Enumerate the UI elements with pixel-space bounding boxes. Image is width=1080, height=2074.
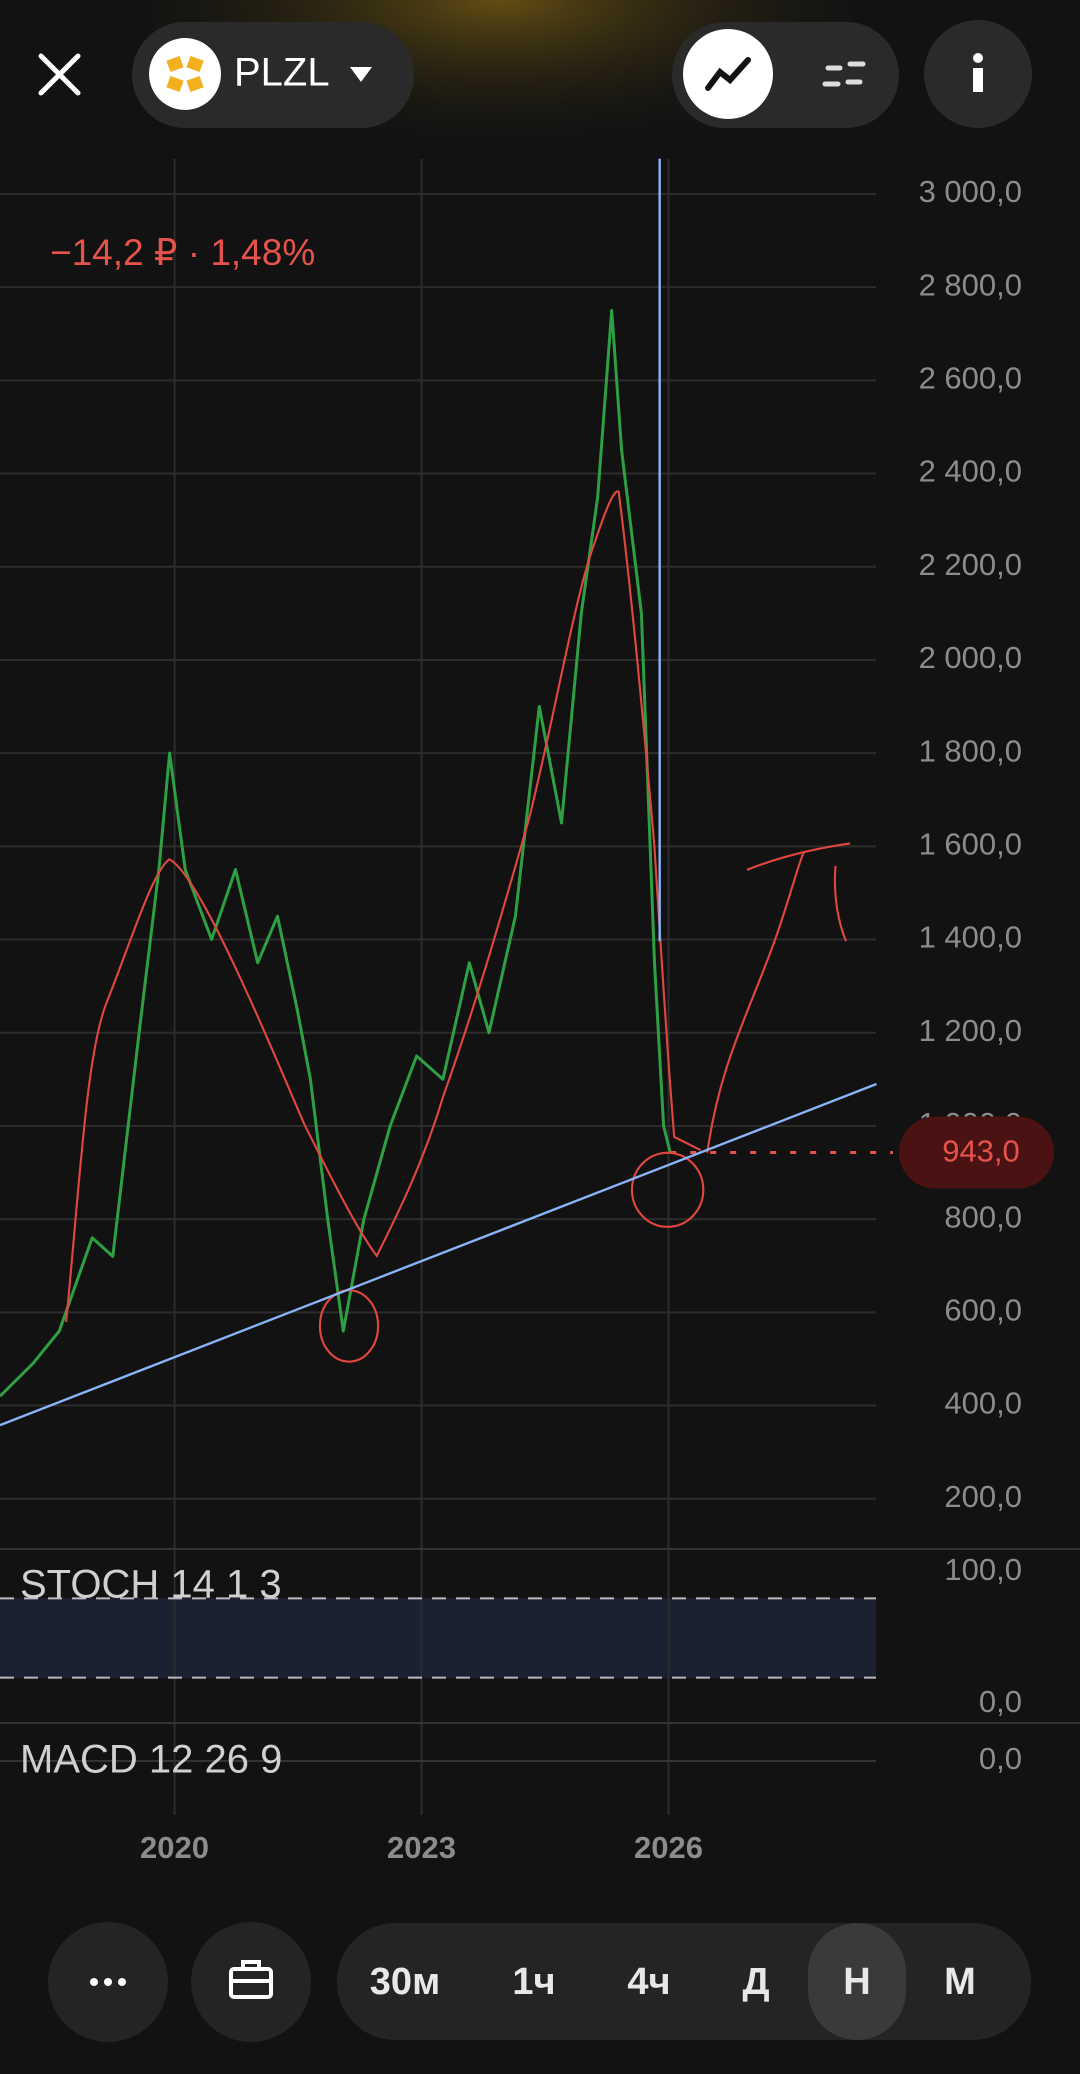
y-tick-label: 2 400,0 <box>919 454 1022 489</box>
y-tick-label: 0,0 <box>979 1684 1022 1719</box>
timeframe[interactable]: 30м <box>370 1961 440 2003</box>
x-tick-label: 2023 <box>387 1830 456 1865</box>
y-tick-label: 1 200,0 <box>919 1013 1022 1048</box>
y-tick-label: 2 000,0 <box>919 640 1022 675</box>
candle-mode-button[interactable] <box>822 61 866 87</box>
portfolio-icon <box>229 1960 273 1999</box>
indicator-title: STOCH 14 1 3 <box>20 1563 282 1607</box>
timeframe[interactable]: Н <box>843 1961 870 2003</box>
y-tick-label: 800,0 <box>944 1199 1022 1234</box>
y-tick-label: 100,0 <box>944 1552 1022 1587</box>
timeframe[interactable]: М <box>944 1961 976 2003</box>
ticker-icon <box>149 38 221 110</box>
ticker-logo <box>166 55 204 93</box>
price-line <box>0 308 672 1398</box>
x-tick-label: 2020 <box>140 1830 209 1865</box>
x-tick-label: 2026 <box>634 1830 703 1865</box>
stoch-band <box>0 1598 876 1678</box>
last-price-box <box>899 1116 1054 1189</box>
price-change: −14,2 ₽ · 1,48% <box>50 232 315 273</box>
indicator-title: MACD 12 26 9 <box>20 1738 282 1782</box>
timeframe[interactable]: Д <box>742 1961 769 2003</box>
y-tick-label: 2 200,0 <box>919 547 1022 582</box>
line-mode-icon <box>705 57 751 91</box>
y-tick-label: 1 400,0 <box>919 920 1022 955</box>
y-tick-label: 3 000,0 <box>919 174 1022 209</box>
y-tick-label: 400,0 <box>944 1386 1022 1421</box>
info-icon <box>973 68 983 92</box>
ticker-dropdown[interactable] <box>350 67 372 82</box>
y-tick-label: 600,0 <box>944 1293 1022 1328</box>
timeframe[interactable]: 1ч <box>512 1961 555 2003</box>
timeframe-bar <box>337 1923 1031 2040</box>
hand-drawing <box>0 158 877 1427</box>
timeframe-selected[interactable] <box>808 1923 906 2040</box>
timeframe[interactable]: 4ч <box>627 1961 670 2003</box>
timeframes: 30м 1ч 4ч Д Н М <box>370 1923 976 2040</box>
y-tick-label: 1 800,0 <box>919 733 1022 768</box>
y-tick-label: 200,0 <box>944 1479 1022 1514</box>
y-tick-label: 1 600,0 <box>919 827 1022 862</box>
y-tick-label: 2 800,0 <box>919 267 1022 302</box>
more-icon <box>90 1978 126 1986</box>
y-tick-label: 0,0 <box>979 1741 1022 1776</box>
line-mode-button[interactable] <box>683 29 773 119</box>
y-tick-label: 2 600,0 <box>919 361 1022 396</box>
close-button[interactable] <box>38 53 81 96</box>
last-price-label: 943,0 <box>942 1134 1020 1169</box>
info-icon <box>973 53 983 63</box>
ticker[interactable]: PLZL <box>234 51 330 95</box>
